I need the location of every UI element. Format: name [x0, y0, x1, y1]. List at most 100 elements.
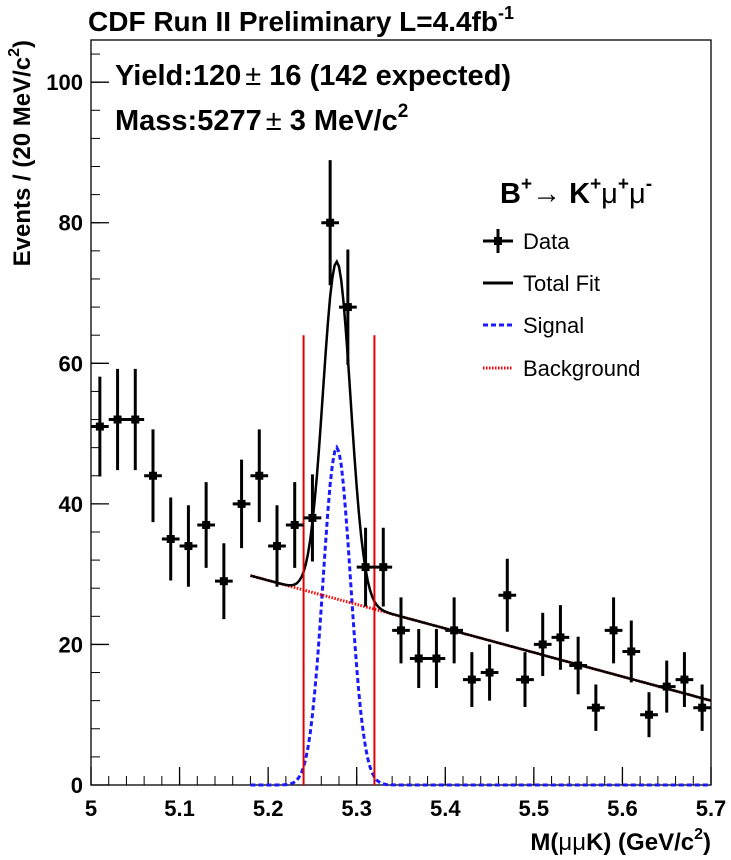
- data-point: [569, 636, 587, 695]
- legend-label-data: Data: [523, 229, 570, 254]
- data-point: [392, 597, 410, 664]
- decay-mu1: μ: [601, 178, 618, 210]
- mass-suffix: 3 MeV/c: [282, 105, 398, 137]
- y-tick-label: 20: [59, 632, 83, 657]
- data-point: [693, 684, 711, 731]
- decay-mu2: μ: [629, 178, 646, 210]
- data-marker: [432, 654, 441, 663]
- x-axis-title: M(μμK) (GeV/c2): [530, 826, 711, 856]
- total-fit-curve: [250, 258, 712, 702]
- data-point: [268, 505, 286, 587]
- data-point: [374, 527, 393, 607]
- data-marker: [343, 303, 352, 312]
- data-marker: [538, 640, 547, 649]
- data-point: [215, 543, 233, 620]
- data-marker: [698, 703, 707, 712]
- data-point: [197, 482, 215, 568]
- data-marker: [662, 682, 671, 691]
- yield-prefix: Yield:120: [115, 60, 241, 92]
- signal-curve: [250, 444, 711, 787]
- y-tick-label: 60: [59, 351, 83, 376]
- legend-label-signal: Signal: [523, 313, 584, 338]
- yield-suffix: 16 (142 expected): [261, 60, 511, 92]
- data-marker: [361, 563, 370, 572]
- y-tick-label: 80: [59, 211, 83, 236]
- mass-annotation: Mass:5277 ± 3 MeV/c2: [115, 101, 408, 137]
- x-tick-label: 5.6: [607, 796, 638, 821]
- data-marker: [627, 647, 636, 656]
- data-point: [91, 376, 109, 477]
- data-marker: [237, 499, 246, 508]
- data-marker: [485, 668, 494, 677]
- data-point: [498, 558, 517, 632]
- data-marker: [591, 703, 600, 712]
- y-tick-label: 0: [71, 773, 83, 798]
- data-marker: [202, 520, 211, 529]
- y-axis-title-pre: Events / (20 MeV/c: [9, 57, 36, 266]
- data-point: [551, 605, 570, 670]
- data-marker: [397, 626, 405, 635]
- data-point: [427, 628, 446, 689]
- chart-title-sup: -1: [498, 3, 514, 23]
- x-axis-title-close: ): [703, 829, 711, 856]
- chart-title: CDF Run II Preliminary L=4.4fb-1: [88, 3, 514, 37]
- data-marker: [219, 577, 228, 586]
- data-point: [463, 652, 481, 707]
- data-marker: [521, 675, 529, 684]
- data-marker: [255, 471, 264, 480]
- x-tick-label: 5: [85, 796, 97, 821]
- legend: Data Total Fit Signal Background: [483, 229, 640, 381]
- mass-pm: ±: [266, 105, 282, 137]
- legend-label-total: Total Fit: [523, 271, 600, 296]
- data-marker: [379, 563, 388, 572]
- data-marker: [609, 626, 618, 635]
- decay-mu2-sup: -: [646, 174, 652, 195]
- data-point: [339, 249, 357, 365]
- data-marker: [574, 661, 583, 670]
- data-marker: [308, 513, 317, 522]
- x-tick-label: 5.5: [519, 796, 550, 821]
- data-point: [285, 482, 304, 568]
- y-tick-label: 100: [46, 70, 83, 95]
- mass-sup: 2: [398, 101, 409, 122]
- data-marker: [467, 675, 476, 684]
- data-point: [356, 527, 375, 607]
- data-marker: [414, 654, 423, 663]
- yield-pm: ±: [245, 60, 261, 92]
- data-marker: [149, 471, 157, 480]
- legend-data-symbol: [483, 229, 513, 253]
- data-marker: [184, 542, 193, 551]
- data-point: [445, 597, 463, 664]
- data-point: [232, 459, 251, 549]
- data-marker: [166, 535, 175, 544]
- data-point: [533, 612, 552, 677]
- data-point: [321, 160, 339, 286]
- x-axis-title-post: K) (GeV/c: [586, 829, 694, 856]
- data-marker: [645, 710, 653, 719]
- data-point: [587, 684, 605, 731]
- x-axis-title-pre: M(: [530, 829, 558, 856]
- data-point: [108, 368, 127, 471]
- decay-b-sup: +: [521, 174, 532, 195]
- decay-label: B+→ K+μ+μ-: [500, 174, 652, 210]
- decay-k-sup: +: [590, 174, 601, 195]
- decay-mu1-sup: +: [618, 174, 629, 195]
- data-marker: [680, 675, 689, 684]
- data-point: [250, 429, 269, 523]
- data-marker: [113, 415, 122, 424]
- data-marker: [290, 520, 299, 529]
- data-point: [179, 505, 198, 587]
- plot-frame: [90, 39, 712, 786]
- data-point: [161, 497, 180, 581]
- decay-b: B: [500, 178, 521, 210]
- x-axis-title-sup: 2: [694, 826, 703, 843]
- x-tick-label: 5.2: [253, 796, 284, 821]
- data-point: [675, 652, 694, 707]
- data-point: [144, 429, 162, 523]
- data-point: [303, 474, 322, 562]
- data-point: [126, 368, 145, 471]
- x-tick-label: 5.3: [341, 796, 372, 821]
- data-marker: [450, 626, 459, 635]
- data-point: [622, 620, 641, 683]
